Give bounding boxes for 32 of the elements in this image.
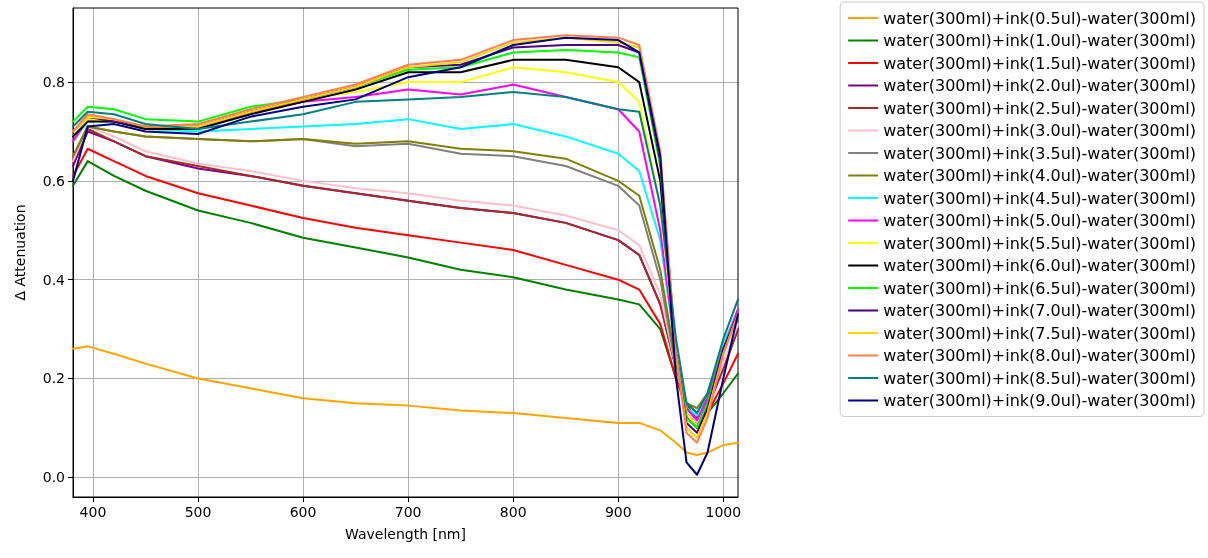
- legend-label: water(300ml)+ink(1.5ul)-water(300ml): [883, 53, 1196, 73]
- x-axis-title: Wavelength [nm]: [345, 526, 466, 542]
- x-tick-label: 500: [184, 504, 212, 520]
- x-tick-label: 400: [79, 504, 107, 520]
- legend-label: water(300ml)+ink(6.5ul)-water(300ml): [883, 278, 1196, 298]
- y-tick-label: 0.6: [42, 172, 66, 189]
- legend-label: water(300ml)+ink(5.0ul)-water(300ml): [883, 211, 1196, 230]
- x-tick-label: 800: [499, 504, 527, 520]
- y-tick-label: 0.8: [42, 74, 65, 91]
- legend-label: water(300ml)+ink(3.5ul)-water(300ml): [883, 143, 1196, 163]
- legend-label: water(300ml)+ink(7.5ul)-water(300ml): [883, 323, 1196, 343]
- legend-label: water(300ml)+ink(3.0ul)-water(300ml): [883, 121, 1196, 140]
- legend-label: water(300ml)+ink(4.5ul)-water(300ml): [883, 188, 1196, 208]
- y-axis-title: Δ Attenuation: [12, 204, 28, 301]
- y-tick-label: 0.0: [42, 469, 65, 486]
- legend-label: water(300ml)+ink(2.5ul)-water(300ml): [883, 98, 1196, 118]
- x-tick-label: 900: [604, 504, 632, 520]
- legend-label: water(300ml)+ink(0.5ul)-water(300ml): [883, 8, 1196, 28]
- legend-label: water(300ml)+ink(2.0ul)-water(300ml): [883, 76, 1196, 95]
- legend-label: water(300ml)+ink(5.5ul)-water(300ml): [883, 233, 1196, 253]
- x-tick-label: 700: [394, 504, 422, 520]
- y-tick-label: 0.4: [42, 271, 66, 288]
- legend-label: water(300ml)+ink(6.0ul)-water(300ml): [883, 256, 1196, 275]
- legend-label: water(300ml)+ink(8.5ul)-water(300ml): [883, 368, 1196, 388]
- legend-label: water(300ml)+ink(7.0ul)-water(300ml): [883, 301, 1196, 320]
- legend-label: water(300ml)+ink(1.0ul)-water(300ml): [883, 31, 1196, 50]
- x-tick-label: 600: [289, 504, 317, 520]
- legend-label: water(300ml)+ink(9.0ul)-water(300ml): [883, 391, 1196, 410]
- legend-label: water(300ml)+ink(4.0ul)-water(300ml): [883, 166, 1196, 185]
- y-tick-label: 0.2: [42, 370, 65, 387]
- x-tick-label: 1000: [705, 504, 742, 520]
- legend-label: water(300ml)+ink(8.0ul)-water(300ml): [883, 346, 1196, 365]
